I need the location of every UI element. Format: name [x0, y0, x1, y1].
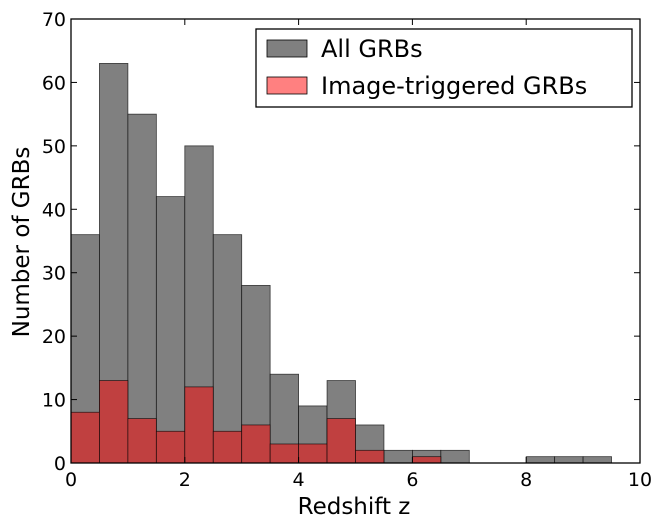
y-tick-label: 70 [42, 9, 66, 31]
bar-all-grbs [127, 113, 157, 464]
y-tick-label: 10 [42, 390, 66, 412]
bar-all-grbs [554, 456, 584, 464]
x-tick-label: 6 [406, 469, 418, 491]
bar-all-grbs [582, 456, 612, 464]
legend-box [255, 28, 633, 108]
bar-image-triggered [326, 418, 356, 464]
bar-image-triggered [269, 443, 299, 464]
tick-labels: 0 2 4 6 8 10 0 10 20 30 40 50 60 70 [42, 9, 652, 491]
bar-image-triggered [411, 456, 442, 464]
bar-image-triggered [99, 380, 129, 464]
bar-image-triggered [298, 443, 328, 464]
bar-image-triggered [241, 424, 271, 464]
bar-image-triggered [212, 430, 243, 464]
legend-swatch-image-triggered [266, 76, 308, 95]
bar-all-grbs [155, 196, 186, 464]
legend-swatch-all-grbs [266, 39, 308, 58]
y-tick-label: 40 [42, 199, 66, 221]
bar-all-grbs [440, 449, 470, 464]
legend-label-all-grbs: All GRBs [321, 35, 423, 63]
x-tick-label: 0 [65, 469, 77, 491]
y-tick-label: 20 [42, 326, 66, 348]
bar-all-grbs [383, 449, 413, 464]
all-grbs-bars [70, 63, 612, 464]
x-tick-label: 10 [628, 469, 652, 491]
bar-image-triggered [184, 386, 214, 464]
y-tick-label: 30 [42, 263, 66, 285]
bar-image-triggered [70, 411, 100, 464]
legend-label-image-triggered: Image-triggered GRBs [321, 72, 587, 100]
bar-all-grbs [212, 234, 243, 464]
legend: All GRBs Image-triggered GRBs [255, 28, 633, 108]
y-axis-label: Number of GRBs [9, 147, 35, 338]
bar-image-triggered [155, 430, 186, 464]
x-tick-label: 2 [179, 469, 191, 491]
image-triggered-bars [70, 380, 442, 464]
axis-ticks [70, 18, 641, 464]
bar-image-triggered [127, 418, 157, 464]
x-axis-label: Redshift z [298, 494, 411, 520]
plot-frame [70, 18, 641, 464]
y-tick-label: 50 [42, 136, 66, 158]
x-tick-label: 8 [520, 469, 532, 491]
y-tick-label: 0 [54, 453, 66, 475]
bar-all-grbs [525, 456, 556, 464]
y-tick-label: 60 [42, 72, 66, 94]
bar-image-triggered [355, 449, 385, 464]
x-tick-label: 4 [293, 469, 305, 491]
